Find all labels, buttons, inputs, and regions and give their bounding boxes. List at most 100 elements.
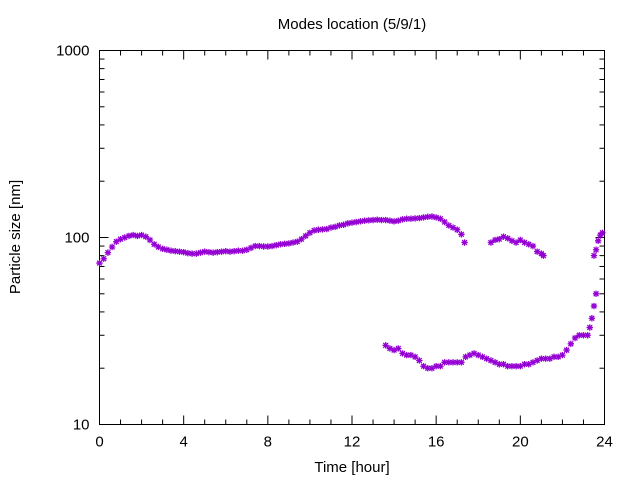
data-point-series-1 bbox=[108, 243, 116, 251]
data-point-series-1 bbox=[226, 248, 234, 255]
data-point-series-1 bbox=[344, 220, 351, 227]
data-point-series-1 bbox=[461, 239, 468, 246]
data-point-series-1 bbox=[134, 232, 141, 240]
data-point-series-1 bbox=[142, 233, 149, 240]
data-point-series-2 bbox=[580, 332, 587, 339]
x-axis-title: Time [hour] bbox=[314, 459, 389, 476]
data-point-series-2 bbox=[517, 363, 524, 370]
data-point-series-1 bbox=[454, 226, 461, 233]
y-tick-label: 1000 bbox=[56, 43, 89, 60]
data-point-series-1 bbox=[121, 234, 128, 241]
data-point-series-1 bbox=[449, 224, 457, 231]
data-point-series-1 bbox=[184, 249, 192, 257]
data-point-series-1 bbox=[441, 218, 448, 226]
data-point-series-2 bbox=[487, 357, 495, 364]
data-point-series-1 bbox=[104, 249, 112, 256]
data-point-series-2 bbox=[508, 363, 516, 370]
data-point-series-2 bbox=[407, 351, 415, 359]
data-point-series-2 bbox=[550, 353, 558, 361]
data-point-series-2 bbox=[512, 363, 520, 370]
x-tick-label: 24 bbox=[596, 434, 613, 451]
data-point-series-1 bbox=[540, 252, 547, 259]
data-point-series-1 bbox=[529, 242, 537, 250]
data-point-series-2 bbox=[399, 350, 406, 357]
data-point-series-1 bbox=[113, 238, 120, 245]
data-point-series-2 bbox=[504, 363, 511, 370]
data-point-series-1 bbox=[100, 255, 107, 262]
data-point-series-1 bbox=[252, 242, 259, 250]
data-point-series-2 bbox=[590, 302, 598, 310]
data-point-series-2 bbox=[576, 332, 583, 339]
data-point-series-2 bbox=[475, 351, 482, 359]
data-point-series-1 bbox=[273, 241, 280, 249]
data-point-series-1 bbox=[369, 216, 377, 224]
data-point-series-2 bbox=[386, 345, 394, 352]
data-point-series-2 bbox=[416, 357, 423, 364]
data-point-series-1 bbox=[247, 244, 255, 252]
data-point-series-2 bbox=[563, 346, 570, 354]
data-point-series-1 bbox=[277, 241, 284, 248]
data-point-series-1 bbox=[201, 248, 208, 255]
data-point-series-1 bbox=[310, 227, 318, 234]
data-point-series-1 bbox=[407, 215, 415, 222]
data-point-series-1 bbox=[319, 226, 326, 233]
data-point-series-1 bbox=[533, 248, 541, 255]
data-point-series-1 bbox=[508, 237, 516, 245]
data-point-series-1 bbox=[176, 248, 183, 255]
data-point-series-1 bbox=[411, 215, 419, 222]
data-point-series-1 bbox=[159, 245, 166, 253]
data-point-series-1 bbox=[289, 239, 297, 246]
x-tick-label: 12 bbox=[344, 434, 361, 451]
data-point-series-1 bbox=[403, 215, 410, 222]
data-point-series-2 bbox=[382, 342, 389, 349]
data-point-series-2 bbox=[390, 346, 398, 354]
data-point-series-1 bbox=[386, 217, 394, 224]
x-tick-label: 20 bbox=[512, 434, 529, 451]
data-point-series-1 bbox=[590, 252, 598, 259]
data-point-series-1 bbox=[151, 241, 158, 248]
data-point-series-2 bbox=[546, 355, 553, 362]
data-point-series-1 bbox=[129, 231, 137, 239]
data-point-series-1 bbox=[340, 221, 347, 228]
data-point-series-1 bbox=[235, 247, 242, 254]
data-point-series-2 bbox=[533, 357, 541, 364]
data-point-series-1 bbox=[285, 240, 293, 247]
data-point-series-2 bbox=[588, 315, 596, 322]
data-point-series-1 bbox=[458, 231, 465, 238]
axis-ticks: 0 4 8 12 16 20 24 10 100 1000 bbox=[56, 43, 613, 451]
data-point-series-2 bbox=[567, 340, 575, 348]
data-point-series-2 bbox=[428, 365, 436, 372]
data-point-series-1 bbox=[243, 246, 250, 253]
data-point-series-1 bbox=[521, 239, 528, 246]
data-point-series-1 bbox=[496, 235, 503, 243]
data-point-series-2 bbox=[470, 350, 478, 357]
data-point-series-2 bbox=[538, 355, 545, 362]
x-tick-label: 0 bbox=[95, 434, 103, 451]
data-point-series-2 bbox=[559, 351, 566, 359]
data-point-series-1 bbox=[260, 243, 267, 250]
data-point-series-1 bbox=[205, 248, 213, 256]
data-point-series-2 bbox=[411, 353, 419, 361]
x-tick-label: 16 bbox=[428, 434, 445, 451]
data-point-series-1 bbox=[374, 216, 381, 223]
data-point-series-1 bbox=[416, 214, 423, 222]
data-point-series-2 bbox=[466, 351, 474, 359]
data-point-series-1 bbox=[264, 243, 272, 250]
data-point-series-1 bbox=[445, 222, 452, 229]
data-point-series-1 bbox=[172, 247, 179, 255]
data-point-series-1 bbox=[298, 235, 305, 243]
data-point-series-1 bbox=[599, 229, 606, 236]
data-point-series-1 bbox=[180, 248, 187, 256]
data-point-series-2 bbox=[403, 351, 410, 359]
data-point-series-1 bbox=[382, 216, 389, 224]
data-point-series-1 bbox=[504, 235, 511, 242]
data-point-series-2 bbox=[483, 355, 490, 362]
data-point-series-1 bbox=[390, 218, 398, 225]
data-point-series-2 bbox=[462, 353, 469, 361]
data-point-series-1 bbox=[491, 236, 499, 244]
data-point-series-2 bbox=[437, 363, 444, 370]
data-point-series-2 bbox=[592, 290, 600, 297]
data-point-series-1 bbox=[592, 246, 600, 253]
data-point-series-2 bbox=[420, 363, 427, 370]
data-point-series-1 bbox=[222, 247, 229, 255]
